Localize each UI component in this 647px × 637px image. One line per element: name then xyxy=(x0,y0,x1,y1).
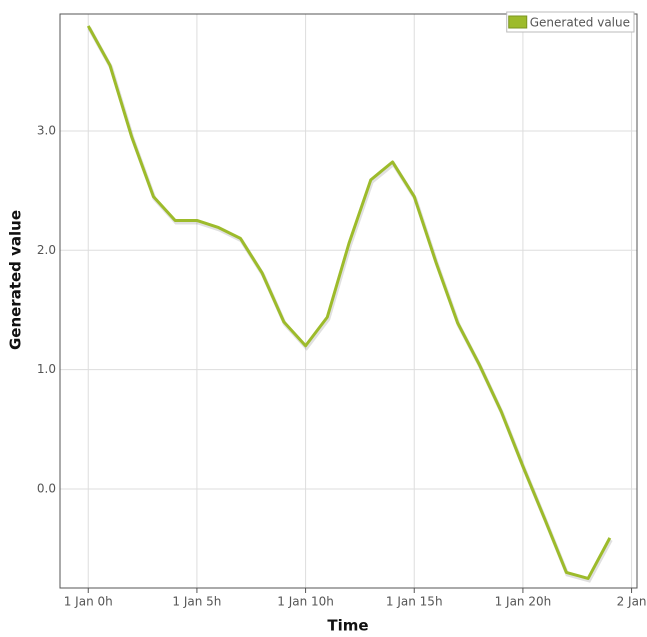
y-axis-title: Generated value xyxy=(7,210,25,350)
y-tick-label: 3.0 xyxy=(37,123,56,137)
x-tick-label: 1 Jan 10h xyxy=(277,595,334,609)
line xyxy=(86,25,612,580)
x-tick-label: 1 Jan 20h xyxy=(495,595,552,609)
x-tick-label: 1 Jan 5h xyxy=(172,595,221,609)
legend-label: Generated value xyxy=(530,16,630,30)
x-axis-title: Time xyxy=(327,617,368,635)
y-tick-label: 1.0 xyxy=(37,362,56,376)
plot-frame xyxy=(59,13,638,589)
x-tick-label: 1 Jan 15h xyxy=(386,595,443,609)
legend-swatch xyxy=(508,15,528,29)
y-tick-label: 0.0 xyxy=(37,481,56,495)
x-tick-label: 1 Jan 0h xyxy=(64,595,113,609)
x-tick-label: 2 Jan xyxy=(617,595,647,609)
legend-box xyxy=(506,11,635,33)
y-tick-label: 2.0 xyxy=(37,243,56,257)
legend: Generated value xyxy=(506,11,635,33)
line-shadow xyxy=(87,26,613,583)
